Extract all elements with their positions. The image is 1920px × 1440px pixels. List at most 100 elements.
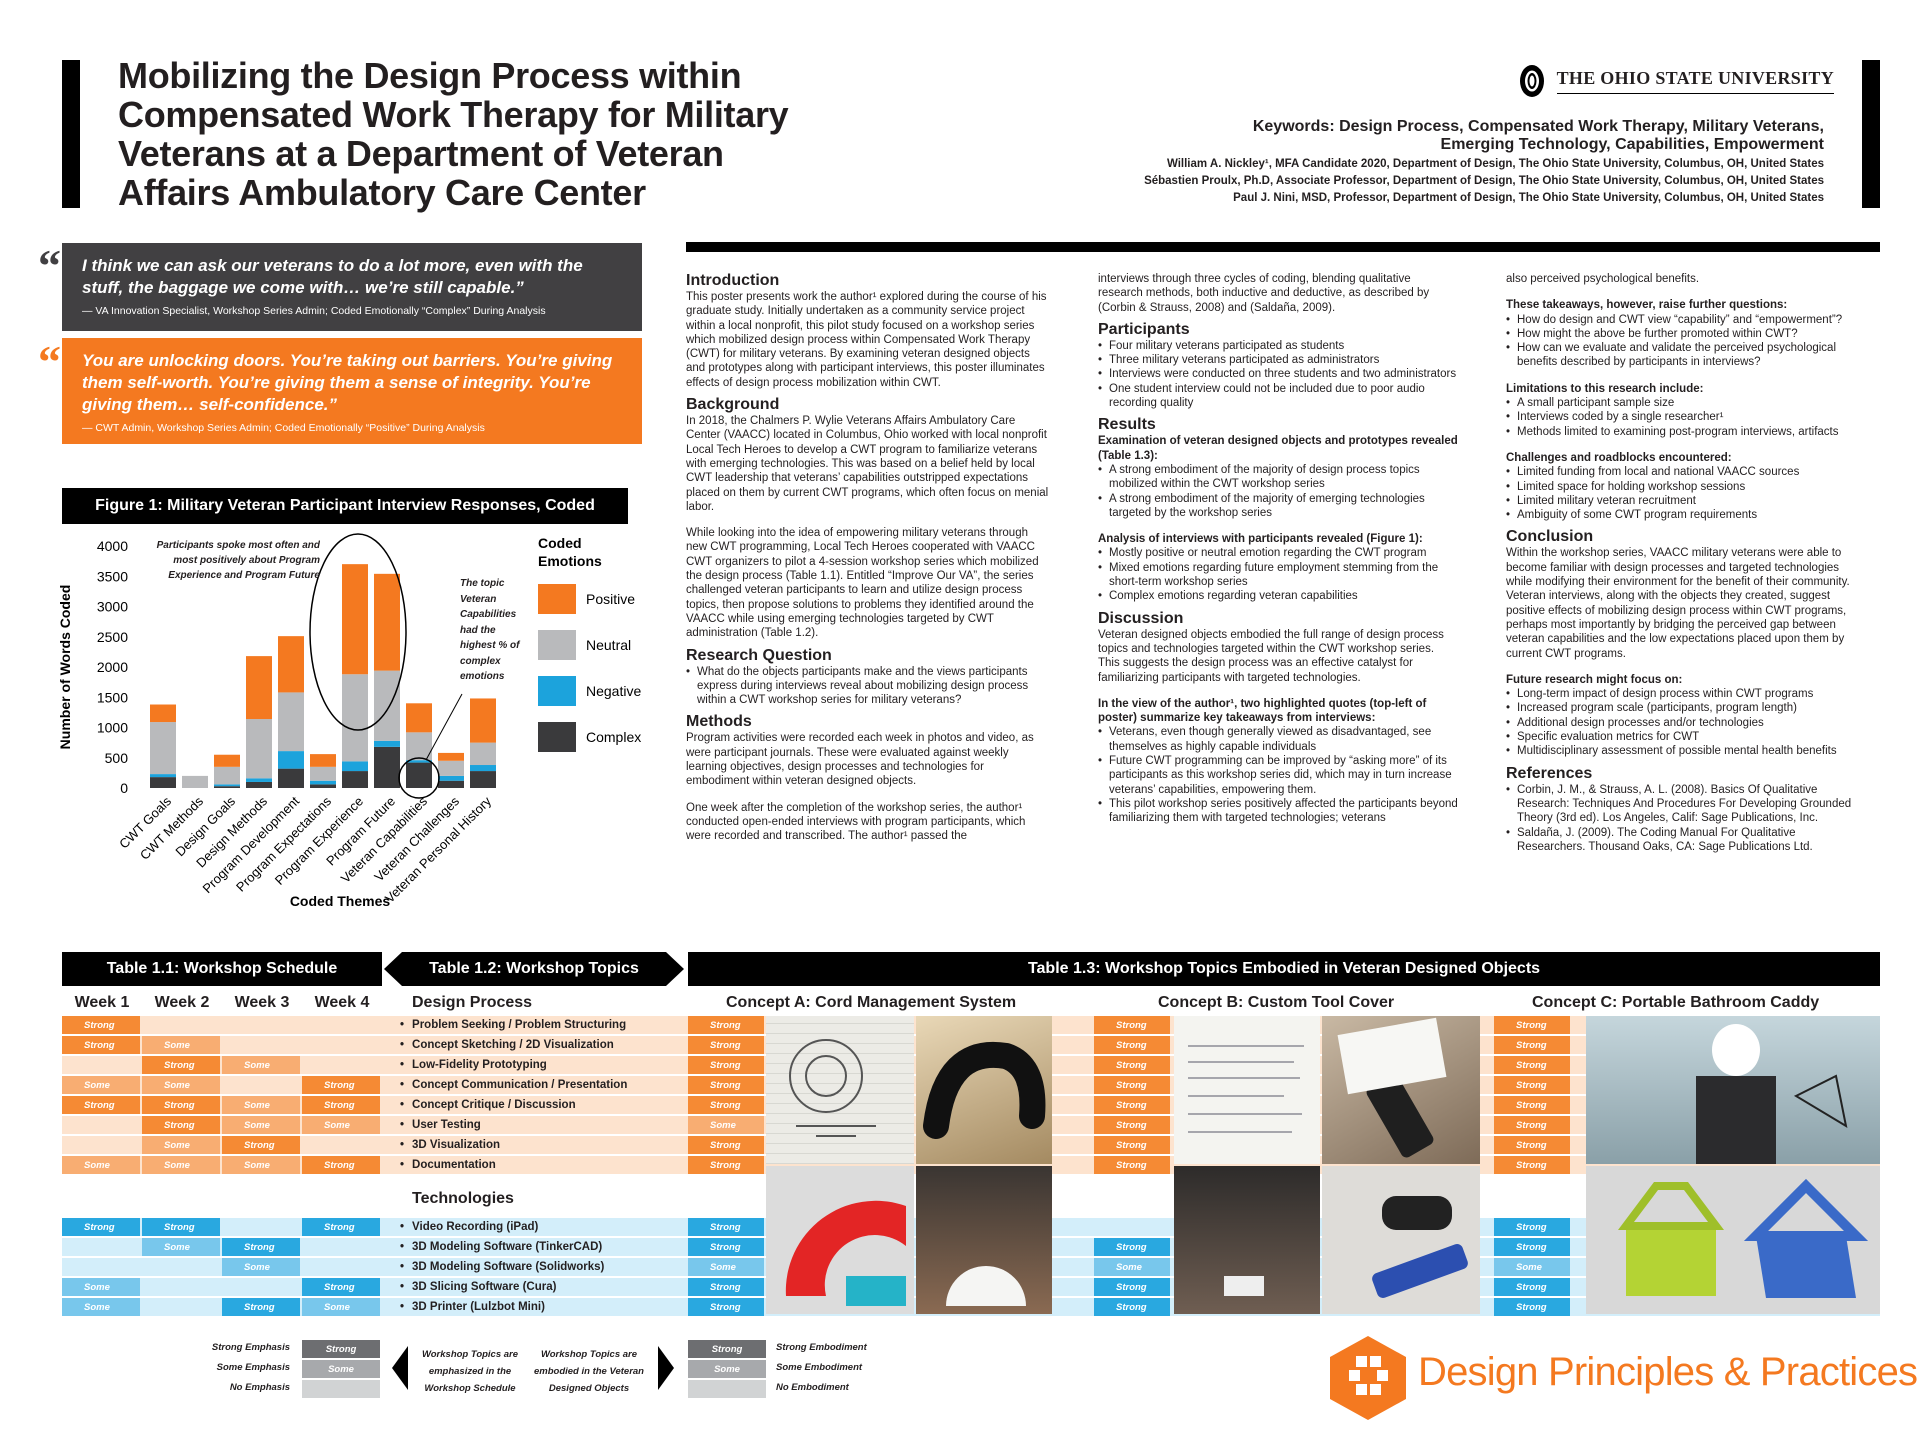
brand-name: Design Principles & Practices bbox=[1418, 1350, 1918, 1394]
week-cell: Some bbox=[222, 1258, 300, 1276]
week-cell bbox=[62, 1258, 140, 1276]
legend-title-line2: Emotions bbox=[538, 553, 602, 569]
week-cell: Some bbox=[302, 1298, 380, 1316]
bar-segment-negative bbox=[214, 784, 240, 787]
bar-segment-negative bbox=[438, 775, 464, 781]
concept-cell: Some bbox=[688, 1116, 764, 1134]
challenges-item: Limited funding from local and national … bbox=[1506, 465, 1866, 480]
background-heading: Background bbox=[686, 396, 780, 414]
photo-concept-b-print bbox=[1174, 1166, 1320, 1314]
legend-swatch-neutral bbox=[538, 630, 576, 660]
stacked-bar-chart: 0 500 1000 1500 2000 2500 3000 3500 4000 Number o… bbox=[57, 533, 641, 909]
research-question-heading: Research Question bbox=[686, 646, 832, 664]
concept-cell: Strong bbox=[688, 1298, 764, 1316]
results-item: Mostly positive or neutral emotion regar… bbox=[1098, 546, 1458, 561]
concept-cell: Some bbox=[1494, 1258, 1570, 1276]
photo-concept-a-cad bbox=[766, 1166, 914, 1314]
legend-none-swatch bbox=[302, 1380, 380, 1398]
photo-concept-a-prototype bbox=[916, 1016, 1052, 1164]
bar-segment-negative bbox=[246, 778, 272, 782]
bar-segment-complex bbox=[246, 781, 272, 788]
challenges-heading: Challenges and roadblocks encountered: bbox=[1506, 451, 1732, 464]
bar-segment-neutral bbox=[342, 674, 368, 762]
design-process-header: Design Process bbox=[412, 994, 533, 1011]
legend-strong-embodiment-swatch: Strong bbox=[688, 1340, 766, 1358]
bar-segment-complex bbox=[342, 771, 368, 788]
author-2: Sébastien Proulx, Ph.D, Associate Profes… bbox=[1144, 175, 1824, 187]
participants-item: Interviews were conducted on three stude… bbox=[1098, 367, 1458, 382]
table-1-3-title: Table 1.3: Workshop Topics Embodied in V… bbox=[688, 952, 1880, 986]
bar-segment-complex bbox=[438, 780, 464, 788]
concept-cell: Strong bbox=[1494, 1056, 1570, 1074]
bar-segment-negative bbox=[470, 765, 496, 772]
y-tick-label: 2000 bbox=[97, 659, 128, 675]
photo-concept-b-tool bbox=[1322, 1016, 1480, 1164]
x-axis-label: Coded Themes bbox=[290, 893, 391, 909]
week-cell bbox=[142, 1278, 220, 1296]
results-item: A strong embodiment of the majority of d… bbox=[1098, 463, 1458, 492]
legend-label-positive: Positive bbox=[586, 591, 635, 607]
results-item: Complex emotions regarding veteran capab… bbox=[1098, 589, 1458, 604]
concept-cell: Strong bbox=[688, 1056, 764, 1074]
y-tick-label: 500 bbox=[105, 750, 129, 766]
concept-cell: Strong bbox=[688, 1016, 764, 1034]
keywords: Keywords: Design Process, Compensated Wo… bbox=[1124, 118, 1824, 154]
concept-cell: Strong bbox=[1094, 1238, 1170, 1256]
concept-cell: Strong bbox=[1494, 1278, 1570, 1296]
legend-no-emphasis: No Emphasis bbox=[229, 1382, 290, 1393]
figure-title: Figure 1: Military Veteran Participant I… bbox=[62, 488, 628, 524]
concept-cell: Strong bbox=[688, 1156, 764, 1174]
y-axis-label: Number of Words Coded bbox=[57, 585, 73, 750]
week-cell: Some bbox=[142, 1076, 220, 1094]
concept-cell: Strong bbox=[688, 1136, 764, 1154]
legend-some-swatch: Some bbox=[302, 1360, 380, 1378]
column-3: also perceived psychological benefits. T… bbox=[1506, 272, 1866, 854]
challenges-item: Limited military veteran recruitment bbox=[1506, 494, 1866, 509]
week-cell bbox=[222, 1278, 300, 1296]
week-cell: Some bbox=[222, 1156, 300, 1174]
week-cell bbox=[62, 1238, 140, 1256]
future-item: Increased program scale (participants, p… bbox=[1506, 701, 1866, 716]
keywords-line2: Emerging Technology, Capabilities, Empow… bbox=[1440, 136, 1824, 153]
quote-mark-2: “ bbox=[38, 336, 61, 387]
results-objects-heading: Examination of veteran designed objects … bbox=[1098, 435, 1458, 462]
week-cell: Strong bbox=[62, 1016, 140, 1034]
bar-segment-complex bbox=[470, 771, 496, 788]
y-tick-label: 1500 bbox=[97, 689, 128, 705]
bar-segment-negative bbox=[310, 780, 336, 785]
concept-cell: Some bbox=[1094, 1258, 1170, 1276]
discussion-continued: also perceived psychological benefits. bbox=[1506, 273, 1700, 285]
limitations-heading: Limitations to this research include: bbox=[1506, 382, 1704, 395]
legend-left-caption: Workshop Topics are emphasized in the Wo… bbox=[421, 1349, 519, 1394]
bar-segment-complex bbox=[278, 768, 304, 788]
annotation-program: Participants spoke most often and most p… bbox=[157, 540, 320, 581]
participants-item: One student interview could not be inclu… bbox=[1098, 382, 1458, 411]
questions-item: How can we evaluate and validate the per… bbox=[1506, 341, 1866, 370]
legend-some-embodiment-swatch: Some bbox=[688, 1360, 766, 1378]
bar-segment-complex bbox=[310, 784, 336, 788]
bar-segment-positive bbox=[310, 754, 336, 767]
week-2-header: Week 2 bbox=[154, 994, 210, 1011]
week-cell bbox=[222, 1036, 300, 1054]
bar-segment-negative bbox=[278, 751, 304, 769]
keywords-line1: Keywords: Design Process, Compensated Wo… bbox=[1252, 118, 1824, 135]
table-1-1-title: Table 1.1: Workshop Schedule bbox=[62, 952, 382, 986]
design-topic-label: Low-Fidelity Prototyping bbox=[400, 1056, 547, 1074]
discussion-quotes-heading: In the view of the author¹, two highligh… bbox=[1098, 697, 1427, 725]
legend-no-embodiment-swatch bbox=[688, 1380, 766, 1398]
concept-c-header: Concept C: Portable Bathroom Caddy bbox=[1532, 994, 1820, 1011]
concept-cell: Strong bbox=[1494, 1036, 1570, 1054]
arrow-left-icon bbox=[392, 1346, 408, 1390]
week-cell: Strong bbox=[142, 1116, 220, 1134]
concept-cell: Strong bbox=[688, 1278, 764, 1296]
concept-cell: Strong bbox=[1094, 1036, 1170, 1054]
bar-segment-complex bbox=[150, 777, 176, 788]
week-cell: Some bbox=[62, 1298, 140, 1316]
legend-strong-swatch: Strong bbox=[302, 1340, 380, 1358]
week-cell bbox=[302, 1056, 380, 1074]
limitations-item: Methods limited to examining post-progra… bbox=[1506, 425, 1866, 440]
week-cell bbox=[302, 1136, 380, 1154]
week-cell: Strong bbox=[142, 1096, 220, 1114]
week-4-header: Week 4 bbox=[314, 994, 370, 1011]
week-3-header: Week 3 bbox=[234, 994, 290, 1011]
